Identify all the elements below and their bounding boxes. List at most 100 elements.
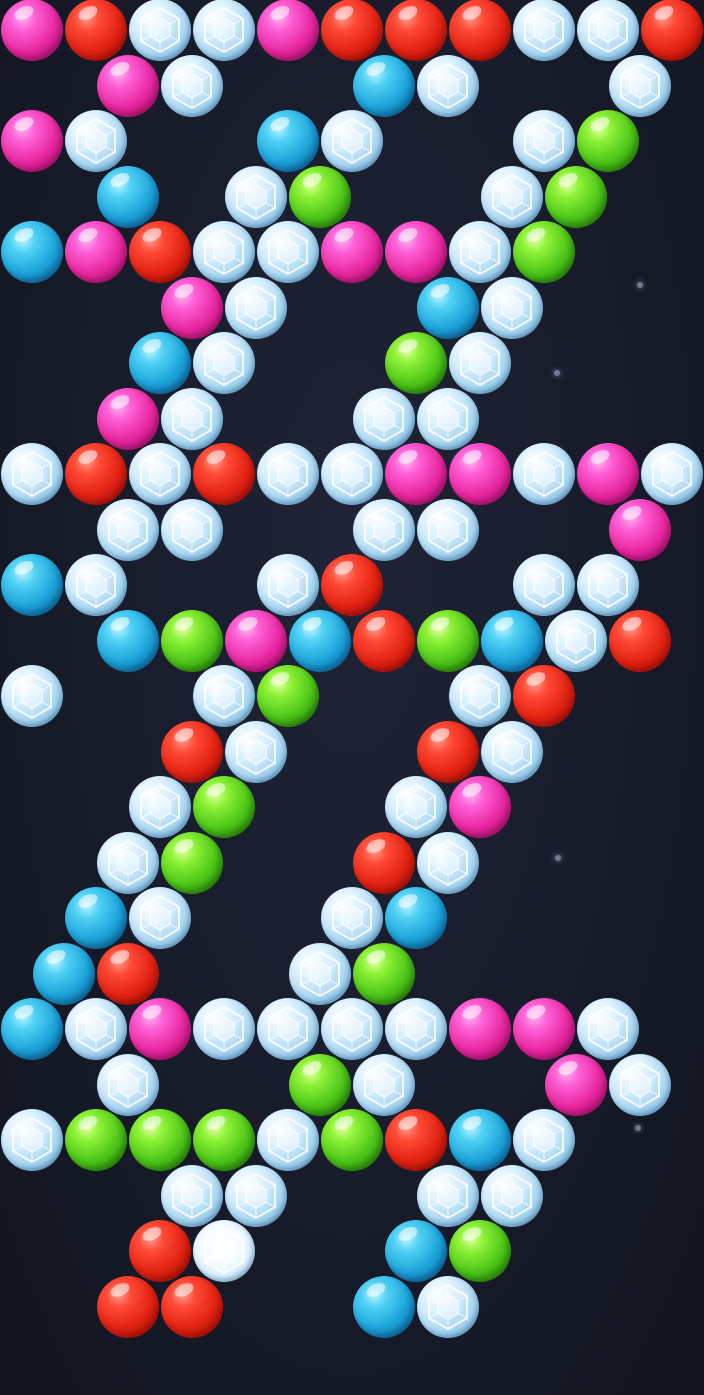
pink-bubble [385,221,447,283]
bubble-shine [108,1280,131,1299]
gem-facets [385,776,447,838]
diamond-bubble [641,443,703,505]
blue-bubble [1,554,63,616]
background-star [635,1125,641,1131]
diamond-bubble [225,277,287,339]
gem-facets [129,776,191,838]
bubble-shine [332,225,355,244]
diamond-bubble [1,665,63,727]
red-bubble [641,0,703,61]
green-bubble [289,1054,351,1116]
gem-facets [1,665,63,727]
pink-bubble [449,776,511,838]
bubble-shine [172,281,195,300]
gem-facets [1,1109,63,1171]
bubble-shine [172,614,195,633]
bubble-shine [76,447,99,466]
gem-facets [161,55,223,117]
gem-facets [129,443,191,505]
diamond-bubble [97,1054,159,1116]
bubble-shine [556,1058,579,1077]
gem-facets [97,832,159,894]
pink-bubble [449,998,511,1060]
diamond-bubble [129,887,191,949]
gem-facets [97,499,159,561]
red-bubble [385,0,447,61]
blue-bubble [97,610,159,672]
diamond-bubble [193,0,255,61]
gem-facets [513,554,575,616]
diamond-bubble [193,332,255,394]
diamond-bubble [257,221,319,283]
bubble-shine [204,780,227,799]
gem-facets [513,1109,575,1171]
gem-facets [225,166,287,228]
blue-bubble [385,1220,447,1282]
bubble-shine [140,1113,163,1132]
red-bubble [321,0,383,61]
diamond-bubble [193,221,255,283]
bubble-shine [140,336,163,355]
diamond-bubble [417,832,479,894]
gem-facets [577,554,639,616]
gem-facets [1,443,63,505]
gem-facets [513,443,575,505]
background-star [555,855,561,861]
bubble-shine [588,114,611,133]
diamond-bubble [353,388,415,450]
diamond-bubble [609,55,671,117]
bubble-shine [268,669,291,688]
gem-facets [417,832,479,894]
bubble-shine [460,447,483,466]
diamond-bubble [449,665,511,727]
bubble-shine [460,1224,483,1243]
gem-facets [257,443,319,505]
bubble-shine [332,3,355,22]
diamond-bubble [321,887,383,949]
gem-facets [449,221,511,283]
green-bubble [513,221,575,283]
bubble-shine [300,1058,323,1077]
gem-facets [481,1165,543,1227]
background-star [554,370,560,376]
bubble-shine [620,614,643,633]
diamond-bubble [481,166,543,228]
red-bubble [417,721,479,783]
gem-facets [225,277,287,339]
gem-facets [257,1109,319,1171]
gem-facets [417,55,479,117]
bubble-shine [396,3,419,22]
green-bubble [577,110,639,172]
bubble-shine [12,3,35,22]
green-bubble [161,610,223,672]
bubble-shine [108,170,131,189]
diamond-bubble [193,665,255,727]
background-star [637,282,643,288]
diamond-bubble [65,998,127,1060]
blue-bubble [65,887,127,949]
pink-bubble [161,277,223,339]
gem-facets [321,110,383,172]
diamond-bubble [417,499,479,561]
diamond-bubble [257,554,319,616]
gem-facets [257,998,319,1060]
bubble-shine [76,3,99,22]
diamond-bubble [225,166,287,228]
bubble-shine [364,1280,387,1299]
pink-bubble [1,110,63,172]
diamond-bubble [257,1109,319,1171]
green-bubble [385,332,447,394]
gem-facets [161,388,223,450]
gem-facets [481,721,543,783]
pink-bubble [321,221,383,283]
diamond-bubble [321,998,383,1060]
gem-facets [65,554,127,616]
bubble-shine [364,614,387,633]
blue-bubble [97,166,159,228]
gem-facets [225,1165,287,1227]
gem-facets [513,110,575,172]
gem-facets [65,998,127,1060]
gem-facets [193,0,255,61]
diamond-bubble [65,110,127,172]
